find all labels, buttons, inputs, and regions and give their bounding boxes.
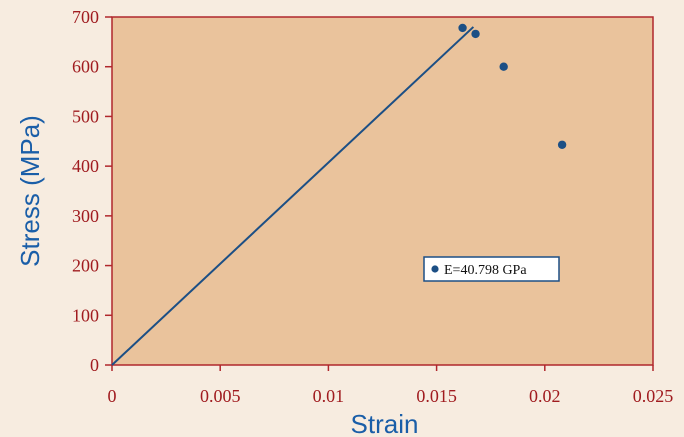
x-tick-label: 0 bbox=[108, 386, 117, 406]
y-axis: 0 100 200 300 400 500 600 700 bbox=[72, 7, 112, 375]
y-tick-label: 600 bbox=[72, 57, 99, 77]
x-tick-label: 0.025 bbox=[633, 386, 674, 406]
y-axis-title: Stress (MPa) bbox=[15, 115, 45, 267]
y-tick-label: 200 bbox=[72, 256, 99, 276]
data-point bbox=[458, 23, 467, 33]
legend-box bbox=[423, 256, 560, 282]
legend: E=40.798 GPa bbox=[423, 256, 560, 282]
x-tick-label: 0.005 bbox=[200, 386, 241, 406]
data-point bbox=[499, 62, 508, 71]
legend-marker bbox=[431, 265, 439, 273]
data-point bbox=[471, 29, 480, 39]
y-tick-label: 700 bbox=[72, 7, 99, 27]
y-tick-label: 100 bbox=[72, 305, 99, 325]
x-axis-title: Strain bbox=[351, 409, 419, 437]
x-axis: 0 0.005 0.01 0.015 0.02 0.025 bbox=[108, 365, 674, 406]
data-point bbox=[557, 140, 567, 149]
y-tick-label: 500 bbox=[72, 106, 99, 126]
x-tick-label: 0.015 bbox=[416, 386, 457, 406]
y-tick-label: 0 bbox=[90, 355, 99, 375]
plot-area bbox=[111, 16, 654, 366]
x-tick-label: 0.02 bbox=[529, 386, 561, 406]
y-tick-label: 300 bbox=[72, 206, 99, 226]
elastic-line bbox=[111, 26, 475, 366]
legend-label: E=40.798 GPa bbox=[444, 263, 527, 278]
x-tick-label: 0.01 bbox=[313, 386, 345, 406]
y-tick-label: 400 bbox=[72, 156, 99, 176]
data-points bbox=[458, 23, 567, 149]
